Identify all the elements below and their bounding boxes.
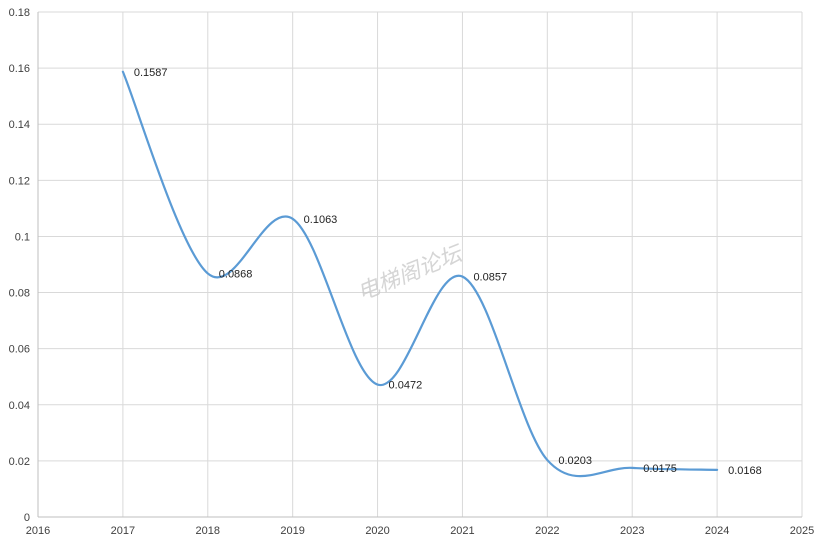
x-tick-label: 2018 (196, 525, 220, 537)
tick-labels: 2016 2017 2018 2019 2020 2021 2022 2023 2024 2025… (9, 7, 815, 537)
x-tick-label: 2021 (450, 525, 474, 537)
watermark-text: 电梯阁论坛 (354, 241, 467, 306)
y-tick-label: 0.1 (15, 231, 30, 243)
x-tick-label: 2022 (535, 525, 559, 537)
data-label: 0.1587 (134, 67, 168, 79)
data-label: 0.1063 (304, 214, 338, 226)
y-tick-label: 0 (24, 512, 30, 524)
grid (38, 11, 803, 517)
data-label: 0.0868 (219, 268, 253, 280)
data-labels: 0.1587 0.0868 0.1063 0.0472 0.0857 0.0203 0.01… (134, 67, 762, 477)
x-tick-label: 2019 (280, 525, 304, 537)
axes (37, 12, 802, 518)
data-label: 0.0203 (558, 455, 592, 467)
y-tick-label: 0.04 (9, 400, 30, 412)
data-label: 0.0175 (643, 463, 677, 475)
data-label: 0.0472 (389, 380, 423, 392)
x-tick-label: 2017 (111, 525, 135, 537)
x-tick-label: 2025 (790, 525, 814, 537)
data-label: 0.0857 (473, 272, 507, 284)
y-tick-label: 0.02 (9, 456, 30, 468)
series (121, 70, 719, 478)
y-tick-label: 0.16 (9, 63, 30, 75)
x-tick-label: 2024 (705, 525, 729, 537)
y-tick-label: 0.06 (9, 344, 30, 356)
series-line (121, 70, 719, 478)
x-tick-label: 2016 (26, 525, 50, 537)
data-label: 0.0168 (728, 465, 762, 477)
y-tick-label: 0.18 (9, 7, 30, 19)
y-tick-label: 0.08 (9, 288, 30, 300)
x-tick-label: 2020 (365, 525, 389, 537)
y-tick-label: 0.14 (9, 119, 30, 131)
y-tick-label: 0.12 (9, 175, 30, 187)
x-tick-label: 2023 (620, 525, 644, 537)
